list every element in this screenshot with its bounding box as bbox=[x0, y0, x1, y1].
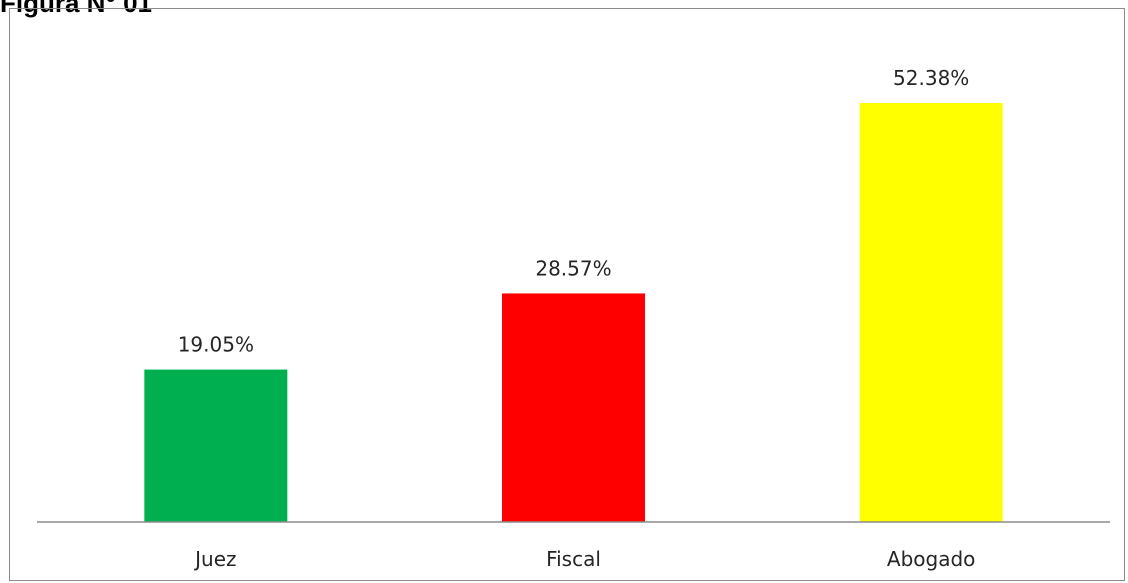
data-label-fiscal: 28.57% bbox=[535, 256, 611, 280]
x-tick-label-juez: Juez bbox=[193, 547, 236, 571]
data-label-juez: 19.05% bbox=[178, 333, 254, 357]
chart-frame bbox=[9, 8, 1125, 581]
figure-title: Figura N° 01 bbox=[0, 0, 152, 18]
data-label-abogado: 52.38% bbox=[893, 66, 969, 90]
x-tick-label-abogado: Abogado bbox=[887, 547, 976, 571]
bar-fiscal bbox=[502, 293, 645, 522]
bar-juez bbox=[144, 369, 288, 522]
x-tick-label-fiscal: Fiscal bbox=[546, 547, 601, 571]
bar-abogado bbox=[859, 102, 1003, 523]
